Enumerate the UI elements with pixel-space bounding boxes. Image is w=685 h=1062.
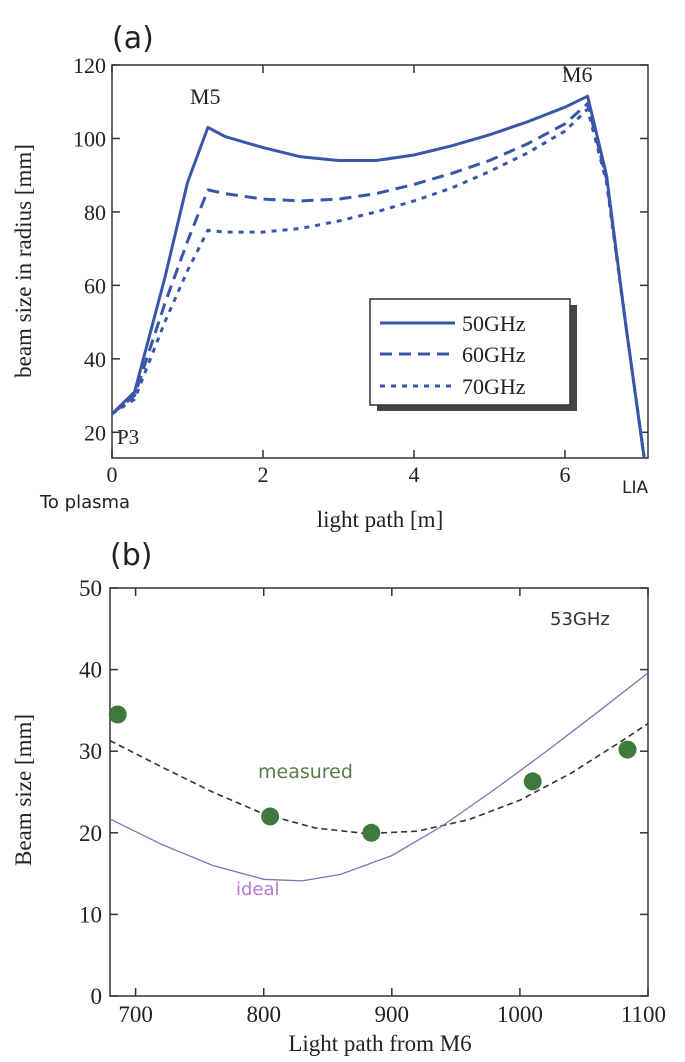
series-line-70ghz — [111, 107, 646, 459]
panel-a-y-axis-label: beam size in radius [mm] — [11, 144, 36, 378]
panel-b-y-axis: 0 10 20 30 40 50 — [79, 576, 648, 1009]
panel-b-x-tick-label: 1100 — [621, 1002, 666, 1027]
panel-b-measured-points — [108, 705, 637, 842]
legend-label-60ghz: 60GHz — [462, 342, 526, 367]
panel-a-y-tick-label: 40 — [84, 347, 106, 372]
measured-curve-label: measured — [258, 761, 353, 783]
panel-a-series — [110, 94, 646, 459]
panel-a-x-tick-label: 4 — [408, 462, 419, 487]
to-plasma-annotation: To plasma — [39, 492, 130, 513]
measured-fit-curve — [109, 722, 649, 835]
ideal-curve-label: ideal — [236, 879, 280, 900]
panel-b-label: (b) — [110, 538, 152, 573]
panel-b-x-tick-label: 700 — [118, 1002, 153, 1027]
panel-a-y-tick-label: 80 — [84, 200, 106, 225]
panel-b-y-axis-label: Beam size [mm] — [11, 714, 36, 866]
panel-a-plot-frame — [111, 64, 649, 459]
measured-point — [618, 740, 637, 759]
measured-point — [362, 823, 381, 842]
lia-annotation: LIA — [622, 478, 648, 498]
panel-b-fit-curves — [109, 672, 649, 882]
panel-b-x-tick-label: 1000 — [497, 1002, 543, 1027]
panel-b-y-tick-label: 30 — [79, 739, 102, 764]
panel-a-legend: 50GHz 60GHz 70GHz — [369, 298, 577, 411]
measured-point — [108, 705, 127, 724]
panel-a-x-axis-label: light path [m] — [317, 507, 443, 532]
legend-label-70ghz: 70GHz — [462, 374, 526, 399]
p3-annotation: P3 — [117, 425, 139, 449]
measured-point — [261, 807, 280, 826]
legend-box — [369, 298, 571, 406]
panel-b-y-tick-label: 10 — [79, 902, 102, 927]
panel-b-x-axis-label: Light path from M6 — [288, 1031, 471, 1056]
panel-a-y-axis: 20 40 60 80 100 120 — [73, 53, 648, 445]
panel-b-y-tick-label: 50 — [79, 576, 102, 601]
panel-b-x-tick-label: 900 — [375, 1002, 410, 1027]
panel-a-x-axis: 0 2 4 6 — [107, 65, 570, 487]
panel-a-label: (a) — [112, 21, 154, 56]
panel-b-x-tick-label: 800 — [246, 1002, 281, 1027]
panel-a-x-tick-label: 2 — [257, 462, 268, 487]
panel-a-y-tick-label: 20 — [84, 420, 106, 445]
panel-a-x-tick-label: 6 — [559, 462, 570, 487]
panel-b-y-tick-label: 0 — [91, 984, 103, 1009]
measured-point — [523, 772, 542, 791]
m5-annotation: M5 — [190, 84, 221, 109]
legend-label-50ghz: 50GHz — [462, 311, 526, 336]
series-line-60ghz — [111, 102, 646, 459]
panel-a-y-tick-label: 100 — [73, 126, 106, 151]
panel-a-y-tick-label: 60 — [84, 273, 106, 298]
panel-b-x-axis: 700 800 900 1000 1100 — [118, 588, 666, 1027]
series-line-50ghz — [110, 94, 646, 459]
panel-a-y-tick-label: 120 — [73, 53, 106, 78]
panel-b-y-tick-label: 20 — [79, 821, 102, 846]
panel-a: (a) 20 40 60 80 100 120 0 2 4 6 M5 M6 P3 To plas… — [11, 21, 649, 532]
panel-b-y-tick-label: 40 — [79, 658, 102, 683]
panel-b-plot-frame — [109, 587, 649, 997]
frequency-label: 53GHz — [550, 609, 610, 630]
ideal-fit-curve — [109, 672, 649, 882]
m6-annotation: M6 — [562, 62, 593, 87]
panel-a-x-tick-label: 0 — [107, 462, 118, 487]
